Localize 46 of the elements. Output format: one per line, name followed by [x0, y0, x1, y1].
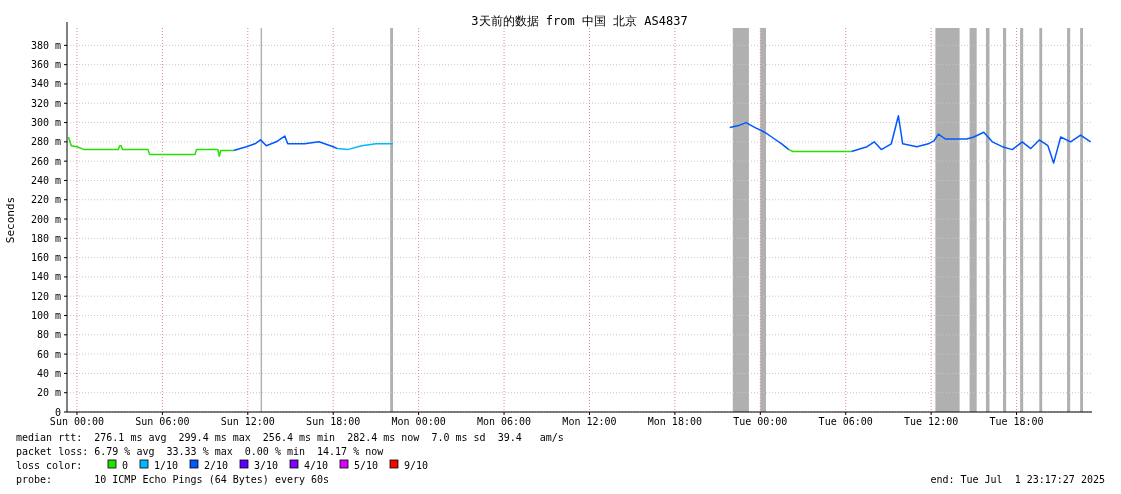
x-tick-label: Mon 06:00: [476, 416, 532, 427]
legend-title: loss color:: [16, 460, 83, 471]
text: probe: 10 ICMP Echo Pings (64 Bytes) every 60s: [16, 474, 330, 485]
y-tick-label: 380 m: [30, 39, 61, 51]
x-tick-label: Mon 12:00: [562, 416, 617, 427]
y-tick-label: 360 m: [30, 59, 61, 71]
x-tick-label: Sun 12:00: [220, 416, 275, 427]
legend-label: 5/10: [354, 460, 379, 471]
y-tick-label: 340 m: [30, 78, 61, 90]
y-tick-label: 120 m: [30, 290, 61, 302]
legend-label: 0: [122, 460, 129, 471]
y-axis-title: Seconds: [4, 196, 17, 244]
y-tick-label: 180 m: [30, 232, 61, 244]
text: median rtt: 276.1 ms avg 299.4 ms max 256.4 ms min 282.4 ms now 7.0 ms sd 39.4 am/s: [16, 432, 564, 443]
legend-label: 9/10: [404, 460, 429, 471]
legend-label: 4/10: [304, 460, 329, 471]
y-tick-label: 60 m: [36, 348, 61, 360]
text: end: Tue Jul 1 23:17:27 2025: [930, 474, 1105, 485]
y-tick-label: 80 m: [36, 329, 61, 341]
x-tick-label: Mon 18:00: [647, 416, 702, 427]
x-tick-label: Tue 12:00: [904, 416, 959, 427]
x-tick-label: Mon 00:00: [391, 416, 446, 427]
y-tick-label: 300 m: [30, 117, 61, 129]
x-tick-label: Tue 00:00: [733, 416, 788, 427]
y-tick-label: 280 m: [30, 136, 61, 148]
y-tick-label: 40 m: [36, 367, 61, 379]
text: packet loss: 6.79 % avg 33.33 % max 0.00 % min 14.17 % now: [16, 446, 385, 457]
legend-label: 1/10: [154, 460, 179, 471]
x-tick-label: Tue 18:00: [989, 416, 1044, 427]
y-tick-label: 0: [54, 406, 61, 418]
x-tick-label: Sun 18:00: [306, 416, 361, 427]
y-tick-label: 160 m: [30, 252, 61, 264]
x-tick-label: Sun 06:00: [135, 416, 190, 427]
y-tick-label: 200 m: [30, 213, 61, 225]
y-tick-label: 220 m: [30, 194, 61, 206]
y-tick-label: 240 m: [30, 174, 61, 186]
legend-label: 2/10: [204, 460, 229, 471]
y-tick-label: 100 m: [30, 310, 61, 322]
x-tick-label: Sun 00:00: [49, 416, 105, 427]
y-tick-label: 140 m: [30, 271, 61, 283]
y-tick-label: 20 m: [36, 387, 61, 399]
x-tick-label: Tue 06:00: [818, 416, 873, 427]
legend-label: 3/10: [254, 460, 279, 471]
y-tick-label: 320 m: [30, 97, 61, 109]
chart-title: 3天前的数据 from 中国 北京 AS4837: [471, 14, 688, 28]
y-tick-label: 260 m: [30, 155, 61, 167]
